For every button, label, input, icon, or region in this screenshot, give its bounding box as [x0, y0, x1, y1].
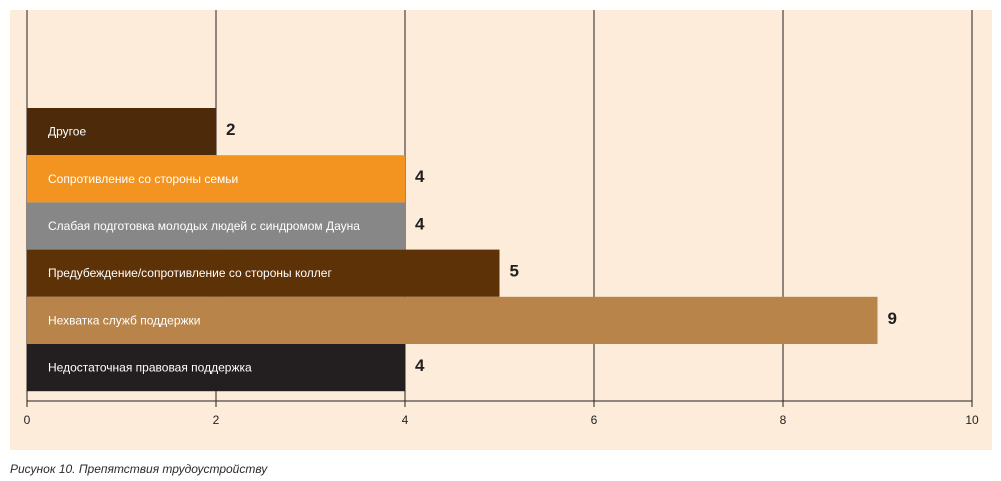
bar-2: [27, 202, 405, 250]
x-tick-label-2: 4: [402, 413, 409, 427]
value-label-0: 2: [226, 120, 235, 139]
x-tick-label-0: 0: [24, 413, 31, 427]
value-label-1: 4: [415, 167, 425, 186]
bar-label-0: Другое: [48, 125, 86, 139]
bar-label-5: Недостаточная правовая поддержка: [48, 361, 252, 375]
bar-label-2: Слабая подготовка молодых людей с синдро…: [48, 219, 360, 233]
bar-chart: Другое 2 Сопротивление со стороны семьи 4 Сл…: [24, 10, 979, 427]
x-tick-label-4: 8: [780, 413, 787, 427]
bar-1: [27, 155, 405, 203]
chart-panel: Другое 2 Сопротивление со стороны семьи 4 Сл…: [10, 10, 992, 450]
bar-5: [27, 344, 405, 392]
figure-caption: Рисунок 10. Препятствия трудоустройству: [10, 462, 268, 476]
bar-4: [27, 296, 878, 344]
bar-label-1: Сопротивление со стороны семьи: [48, 172, 238, 186]
bar-label-4: Нехватка служб поддержки: [48, 313, 201, 327]
x-tick-label-5: 10: [965, 413, 979, 427]
value-label-2: 4: [415, 214, 425, 233]
value-label-5: 4: [415, 356, 425, 375]
x-axis: 0 2 4 6 8 10: [24, 400, 979, 427]
bar-0: [27, 108, 216, 156]
x-tick-label-1: 2: [213, 413, 220, 427]
value-label-3: 5: [510, 262, 519, 281]
bar-label-3: Предубеждение/сопротивление со стороны к…: [48, 266, 332, 280]
value-label-4: 9: [888, 309, 897, 328]
bars: Другое 2 Сопротивление со стороны семьи 4 Сл…: [27, 108, 897, 392]
x-tick-label-3: 6: [591, 413, 598, 427]
bar-3: [27, 249, 500, 297]
